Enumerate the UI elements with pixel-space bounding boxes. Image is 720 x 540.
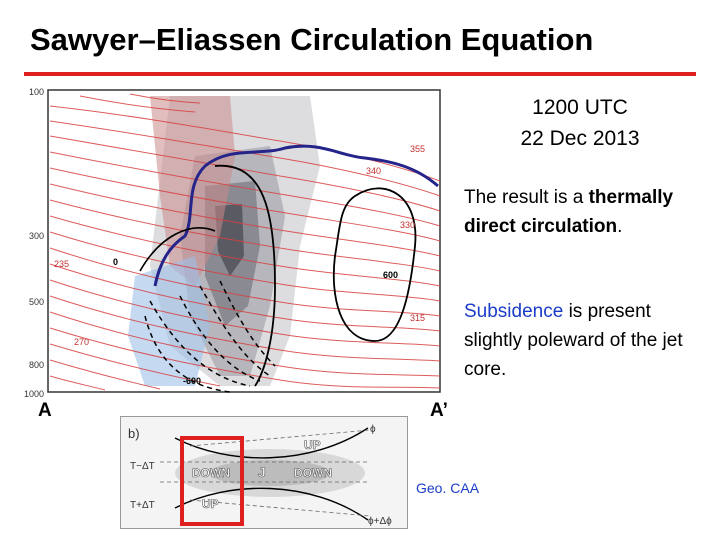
- result-text-start: The result is a: [464, 187, 589, 208]
- time-line-1: 1200 UTC: [532, 96, 628, 119]
- schematic-down-left: DOWN: [192, 466, 230, 480]
- y-tick-1000: 1000: [24, 389, 44, 399]
- schematic-up-top: UP: [304, 438, 321, 452]
- slide-title: Sawyer–Eliassen Circulation Equation: [30, 22, 594, 57]
- theta-label-270: 270: [74, 337, 89, 347]
- endpoint-a-prime: A’: [430, 400, 448, 416]
- theta-label-330: 330: [400, 220, 415, 230]
- y-tick-300: 300: [29, 231, 44, 241]
- label-phi: ϕ: [370, 424, 376, 435]
- subsidence-text: is present slightly poleward of the jet …: [464, 301, 683, 380]
- time-line-2: 22 Dec 2013: [520, 127, 640, 150]
- y-tick-500: 500: [29, 297, 44, 307]
- subsidence-highlight: Subsidence: [464, 301, 564, 322]
- schematic-panel-b: b) T−ΔT T+ΔT ϕ ϕ+Δϕ UP DOWN J DOWN UP: [120, 416, 408, 529]
- theta-label-315: 315: [410, 313, 425, 323]
- schematic-up-bottom: UP: [202, 497, 219, 511]
- title-underline: [24, 72, 696, 76]
- label-phi-plus: ϕ+Δϕ: [368, 516, 392, 527]
- geo-caa-note: Geo. CAA: [416, 480, 480, 496]
- omega-label-0: 0: [113, 257, 118, 267]
- schematic-down-right: DOWN: [294, 466, 332, 480]
- theta-label-340: 340: [366, 166, 381, 176]
- label-t-minus: T−ΔT: [130, 461, 155, 472]
- omega-label-600: 600: [383, 270, 398, 280]
- label-t-plus: T+ΔT: [130, 500, 155, 511]
- result-paragraph: The result is a thermally direct circula…: [464, 183, 704, 241]
- cross-section-figure: 100 300 500 800 1000 355 340 330 315 270…: [24, 87, 448, 416]
- result-text-end: .: [617, 216, 623, 237]
- panel-b-label: b): [128, 426, 140, 441]
- schematic-jet: J: [258, 464, 266, 480]
- result-text-bold: thermally direct circulation: [464, 187, 674, 237]
- y-tick-800: 800: [29, 360, 44, 370]
- theta-label-355: 355: [410, 144, 425, 154]
- endpoint-a: A: [38, 400, 52, 416]
- theta-label-235: 235: [54, 259, 69, 269]
- y-tick-100: 100: [29, 87, 44, 97]
- valid-time: 1200 UTC 22 Dec 2013: [500, 92, 660, 154]
- omega-label-neg600: -600: [183, 376, 201, 386]
- subsidence-paragraph: Subsidence is present slightly poleward …: [464, 297, 704, 384]
- highlight-box: [180, 436, 244, 526]
